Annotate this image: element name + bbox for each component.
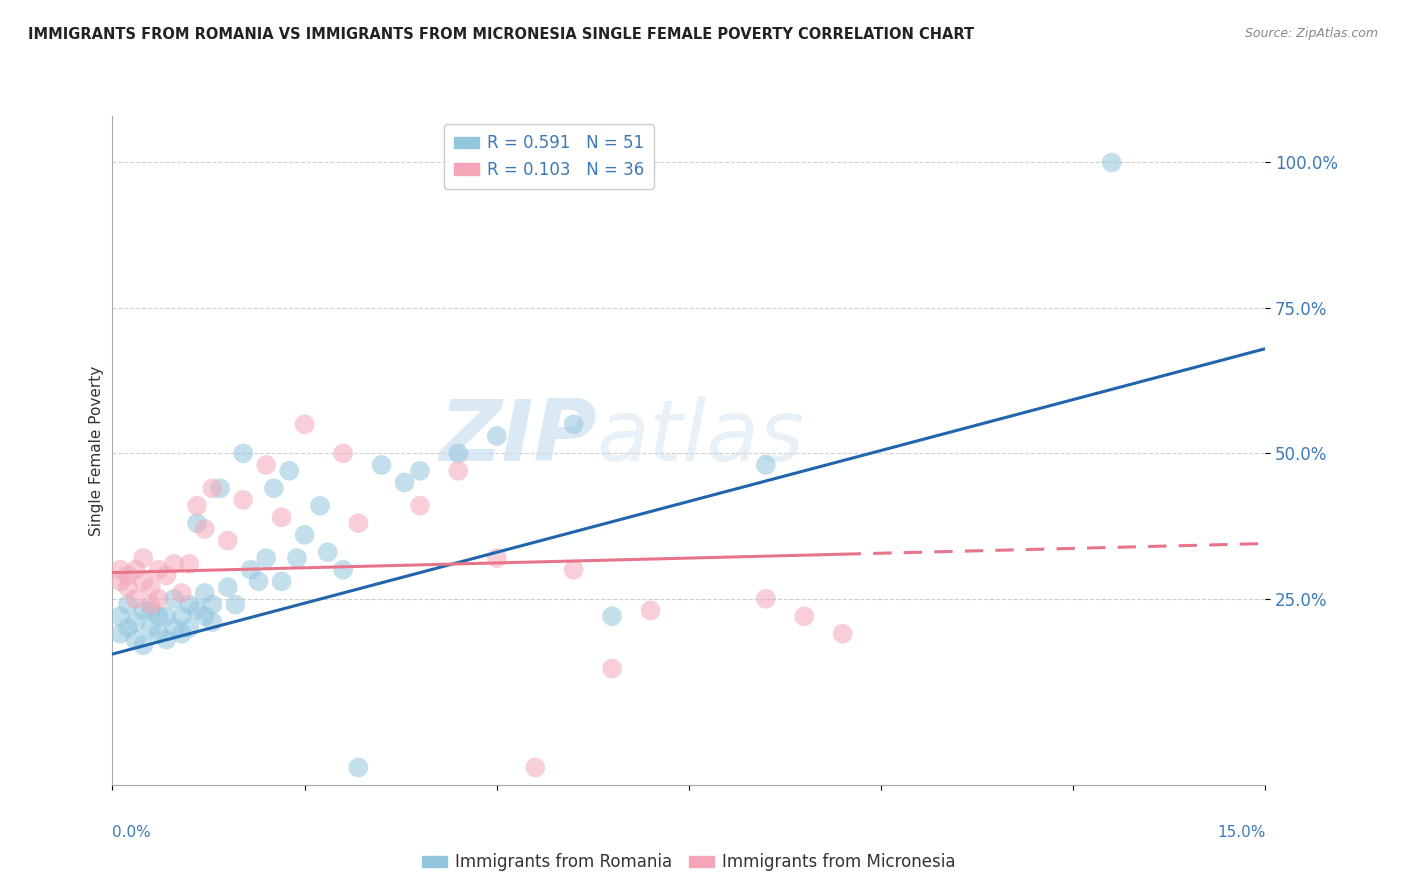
Point bbox=[201, 481, 224, 495]
Point bbox=[139, 603, 162, 617]
Y-axis label: Single Female Poverty: Single Female Poverty bbox=[89, 366, 104, 535]
Point bbox=[170, 626, 193, 640]
Point bbox=[108, 626, 131, 640]
Text: 0.0%: 0.0% bbox=[112, 825, 152, 840]
Point bbox=[124, 615, 146, 629]
Point bbox=[524, 760, 547, 774]
Point bbox=[132, 574, 155, 589]
Point bbox=[347, 760, 370, 774]
Point bbox=[285, 551, 308, 566]
Point bbox=[170, 609, 193, 624]
Point bbox=[755, 591, 778, 606]
Point bbox=[132, 638, 155, 652]
Point bbox=[217, 533, 239, 548]
Point bbox=[194, 522, 217, 536]
Point bbox=[278, 464, 301, 478]
Point bbox=[186, 499, 208, 513]
Point bbox=[239, 563, 262, 577]
Point bbox=[108, 563, 131, 577]
Point bbox=[139, 580, 162, 594]
Point bbox=[186, 516, 208, 531]
Point bbox=[232, 446, 254, 460]
Point bbox=[332, 563, 354, 577]
Point bbox=[640, 603, 662, 617]
Point bbox=[139, 598, 162, 612]
Point bbox=[179, 557, 201, 571]
Text: Source: ZipAtlas.com: Source: ZipAtlas.com bbox=[1244, 27, 1378, 40]
Legend: Immigrants from Romania, Immigrants from Micronesia: Immigrants from Romania, Immigrants from… bbox=[415, 847, 963, 878]
Point bbox=[163, 557, 186, 571]
Point bbox=[132, 603, 155, 617]
Point bbox=[148, 626, 170, 640]
Point bbox=[447, 464, 470, 478]
Point bbox=[600, 662, 623, 676]
Point bbox=[600, 609, 623, 624]
Point bbox=[232, 492, 254, 507]
Point bbox=[148, 563, 170, 577]
Point bbox=[108, 574, 131, 589]
Text: atlas: atlas bbox=[596, 395, 804, 479]
Point bbox=[562, 563, 585, 577]
Point bbox=[194, 586, 217, 600]
Point bbox=[263, 481, 285, 495]
Point bbox=[209, 481, 232, 495]
Point bbox=[409, 464, 432, 478]
Point bbox=[394, 475, 416, 490]
Point bbox=[370, 458, 392, 472]
Point bbox=[124, 591, 146, 606]
Point bbox=[163, 591, 186, 606]
Point bbox=[148, 591, 170, 606]
Point bbox=[117, 598, 139, 612]
Point bbox=[148, 609, 170, 624]
Point bbox=[124, 563, 146, 577]
Point bbox=[294, 528, 316, 542]
Point bbox=[108, 609, 131, 624]
Point bbox=[347, 516, 370, 531]
Point bbox=[270, 574, 292, 589]
Point bbox=[831, 626, 853, 640]
Point bbox=[755, 458, 778, 472]
Point bbox=[316, 545, 339, 559]
Point bbox=[409, 499, 432, 513]
Point bbox=[485, 551, 508, 566]
Point bbox=[254, 551, 277, 566]
Point bbox=[155, 609, 177, 624]
Point bbox=[179, 598, 201, 612]
Point bbox=[447, 446, 470, 460]
Point bbox=[117, 621, 139, 635]
Point bbox=[217, 580, 239, 594]
Point bbox=[124, 632, 146, 647]
Point bbox=[155, 632, 177, 647]
Point bbox=[163, 621, 186, 635]
Point bbox=[1101, 155, 1123, 169]
Point bbox=[117, 580, 139, 594]
Point bbox=[132, 551, 155, 566]
Point bbox=[170, 586, 193, 600]
Point bbox=[179, 621, 201, 635]
Point bbox=[155, 568, 177, 582]
Point bbox=[562, 417, 585, 432]
Point bbox=[254, 458, 277, 472]
Point bbox=[309, 499, 332, 513]
Point bbox=[139, 621, 162, 635]
Point bbox=[247, 574, 270, 589]
Point bbox=[270, 510, 292, 524]
Point bbox=[793, 609, 815, 624]
Point bbox=[485, 429, 508, 443]
Point bbox=[201, 598, 224, 612]
Point bbox=[194, 609, 217, 624]
Point bbox=[294, 417, 316, 432]
Point bbox=[224, 598, 246, 612]
Text: ZIP: ZIP bbox=[439, 395, 596, 479]
Point bbox=[332, 446, 354, 460]
Text: IMMIGRANTS FROM ROMANIA VS IMMIGRANTS FROM MICRONESIA SINGLE FEMALE POVERTY CORR: IMMIGRANTS FROM ROMANIA VS IMMIGRANTS FR… bbox=[28, 27, 974, 42]
Point bbox=[201, 615, 224, 629]
Text: 15.0%: 15.0% bbox=[1218, 825, 1265, 840]
Point bbox=[117, 568, 139, 582]
Point bbox=[186, 603, 208, 617]
